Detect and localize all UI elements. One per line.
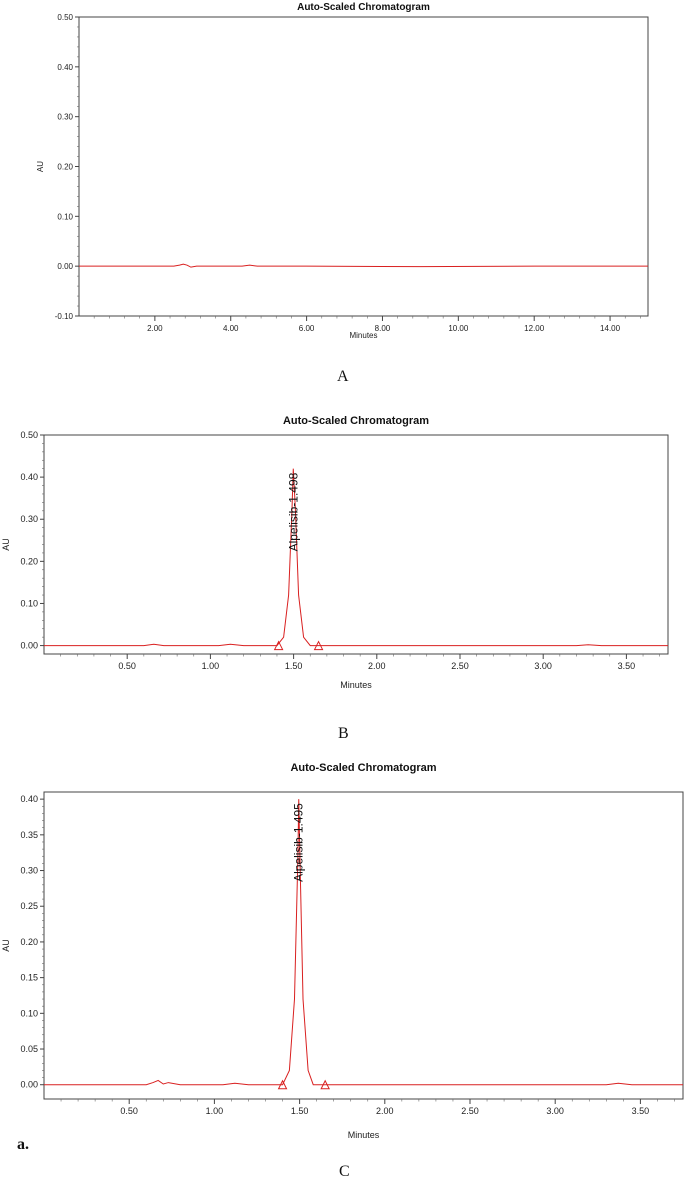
chromatogram-trace: [79, 263, 648, 268]
y-tick-label: 0.15: [20, 973, 38, 983]
plot-area: [43, 434, 669, 655]
y-tick-label: 0.00: [57, 262, 73, 271]
panel-caption-a: A: [337, 368, 349, 385]
x-tick-label: 1.00: [206, 1106, 224, 1116]
x-axis-label: Minutes: [340, 680, 372, 690]
y-tick-label: 0.40: [20, 794, 38, 804]
x-tick-label: 2.00: [368, 661, 386, 671]
x-tick-label: 2.50: [451, 661, 469, 671]
x-tick-label: 6.00: [299, 324, 315, 333]
plot-area: [78, 16, 649, 317]
y-tick-label: 0.50: [20, 430, 38, 440]
x-tick-label: 8.00: [375, 324, 391, 333]
y-tick-label: 0.30: [20, 514, 38, 524]
y-tick-label: 0.00: [20, 641, 38, 651]
y-tick-label: 0.10: [20, 1008, 38, 1018]
x-tick-label: 10.00: [448, 324, 469, 333]
x-tick-label: 1.50: [285, 661, 303, 671]
x-tick-label: 3.00: [546, 1106, 564, 1116]
y-axis-label: AU: [1, 538, 11, 551]
x-tick-label: 0.50: [118, 661, 136, 671]
x-tick-label: 12.00: [524, 324, 545, 333]
x-tick-label: 1.50: [291, 1106, 309, 1116]
baseline-marker: [313, 640, 324, 651]
y-tick-label: 0.10: [20, 598, 38, 608]
peak-label: Alpelisib-1.498: [286, 472, 300, 551]
x-tick-label: 0.50: [120, 1106, 138, 1116]
x-tick-label: 2.50: [461, 1106, 479, 1116]
y-tick-label: 0.00: [20, 1080, 38, 1090]
y-tick-label: 0.25: [20, 901, 38, 911]
x-tick-label: 2.00: [147, 324, 163, 333]
x-tick-label: 4.00: [223, 324, 239, 333]
x-axis-label: Minutes: [349, 331, 377, 340]
x-tick-label: 3.00: [534, 661, 552, 671]
x-tick-label: 2.00: [376, 1106, 394, 1116]
y-tick-label: 0.20: [20, 556, 38, 566]
y-tick-label: 0.50: [57, 13, 73, 22]
y-tick-label: 0.35: [20, 830, 38, 840]
y-tick-label: 0.40: [20, 472, 38, 482]
y-tick-label: 0.30: [20, 866, 38, 876]
x-tick-label: 3.50: [632, 1106, 650, 1116]
y-tick-label: 0.10: [57, 212, 73, 221]
baseline-marker: [273, 640, 284, 651]
panel-caption-c: C: [339, 1163, 350, 1180]
y-tick-label: 0.20: [57, 163, 73, 172]
chromatogram-c: Auto-Scaled Chromatogram 0.00 0.05 0.10 0.15…: [1, 762, 684, 1140]
chart-title: Auto-Scaled Chromatogram: [297, 2, 430, 13]
y-tick-label: 0.05: [20, 1044, 38, 1054]
plot-area: [43, 791, 684, 1100]
chromatogram-trace: [44, 799, 683, 1086]
x-axis-label: Minutes: [348, 1130, 380, 1140]
x-tick-label: 1.00: [202, 661, 220, 671]
y-tick-label: -0.10: [55, 312, 74, 321]
x-tick-label: 14.00: [600, 324, 621, 333]
y-tick-label: 0.30: [57, 113, 73, 122]
y-tick-label: 0.40: [57, 63, 73, 72]
chart-title: Auto-Scaled Chromatogram: [283, 415, 429, 427]
y-axis-label: AU: [1, 939, 11, 952]
chart-title: Auto-Scaled Chromatogram: [290, 762, 436, 774]
y-axis-label: AU: [36, 161, 45, 172]
figure-note: a.: [17, 1136, 29, 1153]
peak-label: Alpelisib-1.495: [292, 803, 306, 882]
y-tick-label: 0.20: [20, 937, 38, 947]
chromatogram-trace: [44, 468, 668, 647]
panel-caption-b: B: [338, 725, 349, 742]
baseline-marker: [320, 1079, 330, 1090]
x-tick-label: 3.50: [618, 661, 636, 671]
chromatogram-a: Auto-Scaled Chromatogram -0.10 0.00 0.10 0.2…: [36, 2, 649, 340]
baseline-marker: [277, 1079, 288, 1090]
chromatogram-b: Auto-Scaled Chromatogram 0.00 0.10 0.20 0.30…: [1, 415, 669, 690]
